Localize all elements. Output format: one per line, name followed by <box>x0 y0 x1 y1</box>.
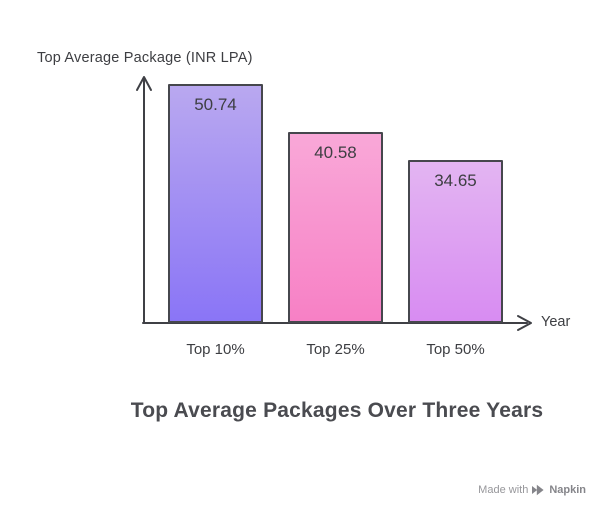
bar-top-10: 50.74 <box>168 84 263 323</box>
y-axis-title: Top Average Package (INR LPA) <box>37 50 253 66</box>
watermark-brand: Napkin <box>549 484 586 496</box>
napkin-watermark[interactable]: Made with Napkin <box>478 484 586 496</box>
x-axis-arrow-icon <box>517 315 532 331</box>
watermark-text: Made with <box>478 484 529 496</box>
bar-value-label: 50.74 <box>194 95 237 114</box>
bar-value-label: 34.65 <box>434 171 477 190</box>
bar-top-50: 34.65 <box>408 160 503 323</box>
napkin-logo-icon <box>532 484 544 496</box>
chart-title: Top Average Packages Over Three Years <box>130 399 544 422</box>
x-tick-label-top-10: Top 10% <box>186 341 245 358</box>
y-axis-arrow-icon <box>136 76 152 91</box>
x-tick-label-top-25: Top 25% <box>306 341 365 358</box>
bar-value-label: 40.58 <box>314 143 357 162</box>
x-axis-title: Year <box>541 314 571 330</box>
bar-top-25: 40.58 <box>288 132 383 323</box>
x-tick-label-top-50: Top 50% <box>426 341 485 358</box>
